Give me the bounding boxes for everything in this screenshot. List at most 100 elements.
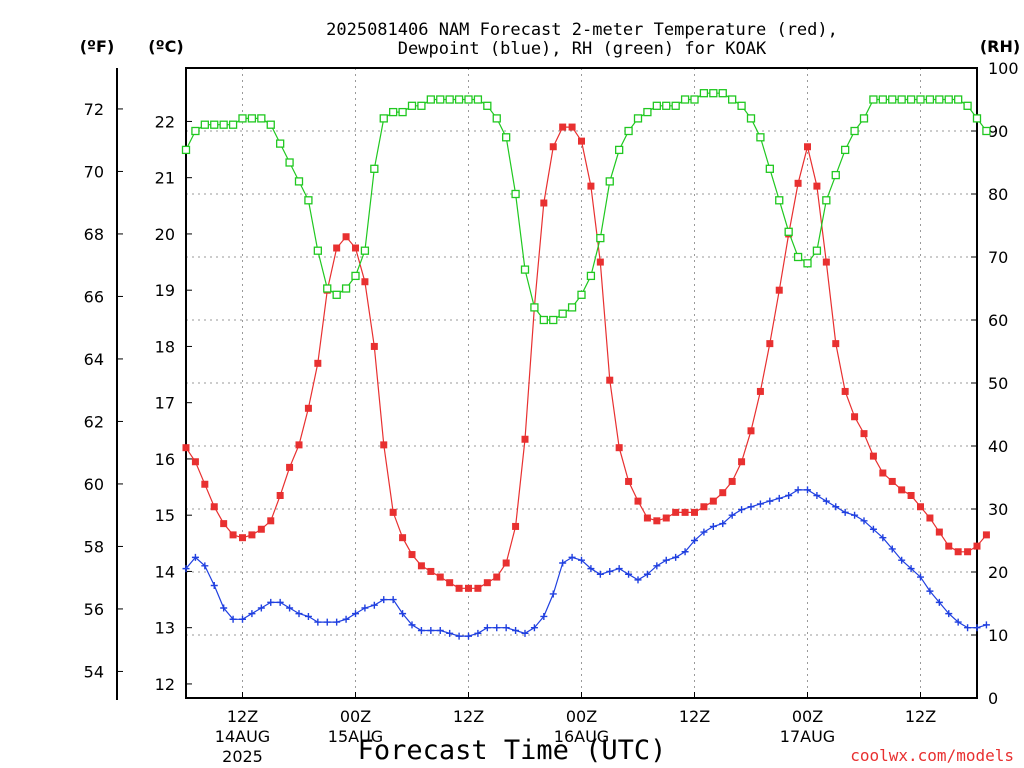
dewpoint-point	[408, 621, 416, 629]
dewpoint-point	[248, 610, 256, 618]
dewpoint-point	[954, 618, 962, 626]
temperature-point	[860, 430, 868, 438]
rh-point	[417, 101, 426, 110]
fahrenheit-tick-label: 54	[84, 662, 104, 681]
dewpoint-point	[210, 582, 218, 589]
dewpoint-point	[239, 615, 246, 623]
rh-point	[539, 315, 548, 325]
rh-point	[643, 107, 652, 117]
rh-point	[276, 139, 285, 148]
x-axis-label: Forecast Time (UTC)	[358, 735, 667, 766]
rh-point	[784, 227, 793, 236]
temperature-point	[813, 182, 821, 190]
temperature-point	[248, 531, 256, 539]
rh-point	[266, 120, 275, 129]
temperature-point	[700, 503, 708, 511]
rh-point	[370, 164, 379, 173]
dewpoint-point	[794, 486, 802, 494]
temperature-point	[634, 497, 642, 505]
rh-point	[294, 177, 304, 186]
x-tick-label-date: 16AUG	[554, 727, 609, 746]
rh-point	[888, 95, 897, 104]
rh-point	[709, 89, 718, 98]
temperature-point	[436, 573, 444, 581]
fahrenheit-tick-label: 70	[84, 162, 104, 181]
celsius-tick-label: 18	[155, 337, 175, 356]
fahrenheit-tick-label: 68	[84, 225, 104, 244]
celsius-tick-label: 21	[155, 169, 175, 188]
temperature-point	[257, 525, 265, 533]
rh-point	[850, 126, 859, 136]
temperature-point	[239, 534, 246, 542]
rh-point	[332, 290, 341, 299]
dewpoint-point	[304, 612, 312, 620]
dewpoint-point	[502, 624, 510, 632]
dewpoint-point	[229, 615, 237, 623]
temperature-point	[474, 584, 482, 592]
dewpoint-point	[935, 598, 943, 606]
celsius-tick-label: 16	[155, 450, 175, 469]
temperature-point	[399, 534, 407, 542]
temperature-point	[333, 244, 341, 252]
rh-point	[341, 284, 351, 293]
dewpoint-point	[389, 596, 397, 604]
fahrenheit-tick-label: 62	[84, 412, 104, 431]
temperature-point	[822, 258, 830, 266]
temperature-point	[182, 444, 190, 452]
fahrenheit-tick-label: 72	[84, 100, 104, 119]
dewpoint-point	[653, 562, 661, 570]
rh-point	[502, 133, 511, 142]
temperature-point	[662, 514, 670, 522]
rh-point	[304, 196, 313, 205]
rh-unit-label: (RH)	[980, 37, 1020, 56]
dewpoint-point	[257, 604, 265, 612]
rh-point	[972, 114, 982, 123]
rh-point	[530, 303, 539, 312]
temperature-point	[342, 233, 350, 241]
rh-tick-label: 60	[988, 311, 1008, 330]
dewpoint-series	[182, 486, 990, 640]
rh-point	[210, 120, 219, 129]
rh-point	[963, 101, 972, 110]
credit-link[interactable]: coolwx.com/models	[850, 746, 1014, 765]
temperature-point	[982, 531, 990, 539]
celsius-tick-label: 19	[155, 281, 175, 300]
celsius-tick-label: 20	[155, 225, 175, 244]
dewpoint-point	[785, 492, 793, 499]
rh-point	[954, 95, 963, 104]
dewpoint-point	[728, 511, 736, 519]
rh-point	[247, 114, 257, 123]
temperature-line	[185, 126, 987, 589]
rh-point	[605, 177, 614, 186]
rh-point	[454, 95, 464, 104]
temperature-point	[191, 458, 199, 466]
rh-point	[567, 303, 577, 312]
temperature-point	[945, 542, 953, 550]
rh-point	[285, 158, 294, 167]
celsius-ticks: 12 13 14 15 16 17 18 19 20 21 22	[155, 112, 192, 694]
temperature-point	[465, 584, 472, 592]
dewpoint-point	[512, 627, 520, 634]
rh-ticks: 0 10 20 30 40 50 60 70 80 90 100	[971, 59, 1019, 708]
temperature-point	[295, 441, 303, 449]
celsius-tick-label: 22	[155, 112, 175, 131]
dewpoint-point	[691, 537, 698, 544]
rh-tick-label: 0	[988, 689, 998, 708]
dewpoint-point	[436, 627, 444, 634]
rh-point	[398, 107, 407, 117]
fahrenheit-ticks: 54 56 58 60 62 64 66 68 70 72	[84, 100, 123, 681]
dewpoint-point	[700, 528, 708, 536]
dewpoint-line	[185, 489, 987, 637]
dewpoint-point	[672, 553, 680, 561]
celsius-unit-label: (ºC)	[148, 37, 183, 56]
x-tick-label-time: 12Z	[227, 707, 258, 726]
rh-point	[389, 107, 398, 117]
dewpoint-point	[521, 629, 529, 637]
dewpoint-point	[681, 548, 689, 556]
temperature-point	[276, 492, 284, 499]
dewpoint-point	[559, 559, 567, 567]
x-tick-label-time: 12Z	[453, 707, 484, 726]
dewpoint-point	[474, 629, 482, 637]
temperature-point	[964, 548, 972, 556]
